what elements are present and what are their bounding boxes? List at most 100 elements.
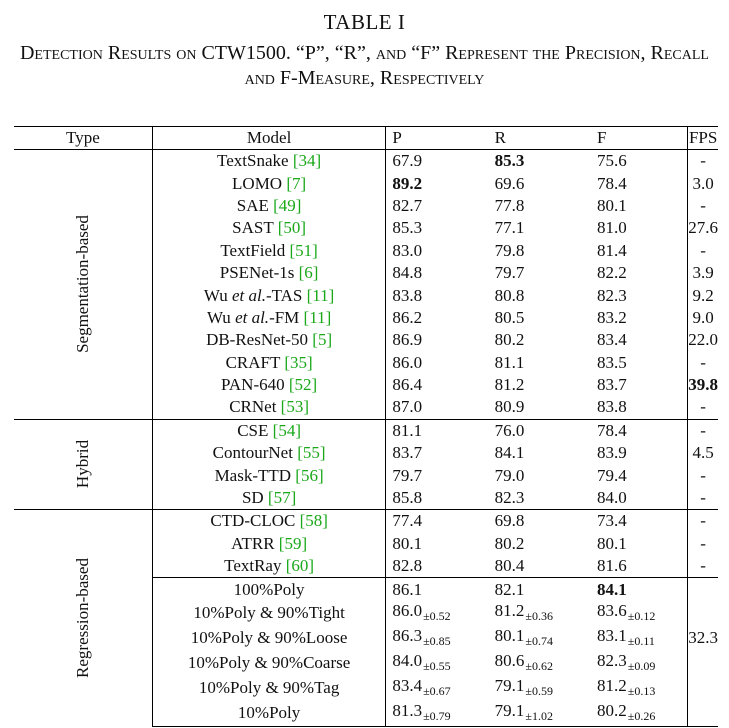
header-row: Type Model P R F FPS <box>14 126 718 150</box>
citation-link[interactable]: [6] <box>298 263 319 283</box>
group-type-cell: Hybrid <box>14 418 153 510</box>
citation-link[interactable]: [50] <box>277 218 307 238</box>
fps-value: - <box>700 488 706 508</box>
f-cell: 75.6 <box>591 149 689 173</box>
p-cell: 81.1 <box>385 418 489 443</box>
model-cell: PAN-640 [52] <box>152 373 387 397</box>
fps-value: - <box>700 397 706 417</box>
citation-link[interactable]: [53] <box>280 397 309 417</box>
f-value: 82.3 <box>597 650 627 670</box>
p-value: 77.4 <box>392 511 423 531</box>
citation-link[interactable]: [49] <box>273 195 302 215</box>
r-cell: 79.1±0.59 <box>489 676 591 701</box>
f-value: 79.4 <box>597 465 627 485</box>
table-row: Wu et al.-FM [11] 86.2 80.5 83.2 9.0 <box>14 306 718 330</box>
p-cell: 85.8 <box>386 487 489 510</box>
r-cell: 80.9 <box>489 396 591 419</box>
fps-value: - <box>700 151 706 171</box>
model-name: 100%Poly <box>233 579 305 599</box>
r-cell: 84.1 <box>489 442 591 464</box>
citation-link[interactable]: [59] <box>278 533 308 553</box>
f-cell: 84.1 <box>591 577 689 601</box>
citation-link[interactable]: [51] <box>289 240 318 260</box>
model-name: CTD-CLOC <box>210 511 296 531</box>
f-value: 80.1 <box>597 533 627 553</box>
table-row: 100%Poly 86.1 82.1 84.1 <box>14 577 718 601</box>
citation-link[interactable]: [55] <box>297 443 326 463</box>
r-value: 81.2 <box>494 600 525 620</box>
citation-link[interactable]: [52] <box>288 375 318 395</box>
r-cell: 77.8 <box>489 195 591 217</box>
citation-link[interactable]: [5] <box>312 330 333 350</box>
model-cell: DB-ResNet-50 [5] <box>152 329 387 352</box>
citation-link[interactable]: [60] <box>285 556 315 576</box>
p-cell: 81.3±0.79 <box>385 700 489 727</box>
p-cell: 82.8 <box>386 555 489 578</box>
f-cell: 81.2±0.13 <box>591 675 689 701</box>
model-cell: CRNet [53] <box>152 396 387 420</box>
fps-value: - <box>700 511 706 531</box>
f-cell: 81.6 <box>591 555 689 578</box>
r-cell: 79.8 <box>489 240 591 262</box>
citation-link[interactable]: [57] <box>267 488 297 508</box>
r-value: 69.8 <box>494 511 525 531</box>
model-name: TextRay <box>224 556 282 576</box>
header-model: Model <box>152 126 387 150</box>
table-row: 10%Poly & 90%Loose 86.3±0.85 80.1±0.74 83.1… <box>14 625 718 651</box>
r-value: 84.1 <box>494 443 525 463</box>
r-std-dev: ±0.74 <box>525 633 554 648</box>
fps-value: - <box>700 195 706 215</box>
r-cell: 80.5 <box>489 307 591 329</box>
citation-link[interactable]: [54] <box>272 420 301 440</box>
model-name-etal: et al. <box>231 285 266 305</box>
f-cell: 83.7 <box>591 373 689 397</box>
citation-link[interactable]: [34] <box>292 151 322 171</box>
citation-link[interactable]: [35] <box>284 352 313 372</box>
table-row: Mask-TTD [56] 79.7 79.0 79.4- <box>14 464 718 487</box>
r-value: 85.3 <box>494 151 525 171</box>
f-value: 83.8 <box>597 397 627 417</box>
citation-link[interactable]: [11] <box>303 307 332 327</box>
model-name: ATRR <box>231 533 275 553</box>
f-value: 81.4 <box>597 240 627 260</box>
citation-link[interactable]: [11] <box>306 285 335 305</box>
f-cell: 83.4 <box>591 329 689 352</box>
p-value: 82.8 <box>392 556 423 576</box>
f-value: 83.1 <box>597 625 627 645</box>
f-value: 78.4 <box>597 420 627 440</box>
fps-cell: 3.0 <box>688 172 718 194</box>
citation-link[interactable]: [58] <box>299 511 328 531</box>
f-cell: 82.2 <box>591 261 689 285</box>
p-std-dev: ±0.55 <box>423 658 451 673</box>
model-cell: 10%Poly & 90%Loose <box>152 625 387 651</box>
r-value: 80.8 <box>494 285 525 305</box>
f-cell: 81.4 <box>591 239 689 262</box>
table-row: 10%Poly & 90%Coarse 84.0±0.55 80.6±0.62 82.… <box>14 650 718 676</box>
table-row: CRAFT [35] 86.0 81.1 83.5- <box>14 351 718 374</box>
citation-link[interactable]: [7] <box>286 173 307 193</box>
fps-cell <box>688 601 718 626</box>
r-cell: 85.3 <box>488 149 591 173</box>
f-value: 83.5 <box>597 352 627 372</box>
model-name: SD <box>241 488 264 508</box>
table-number: TABLE I <box>323 10 406 34</box>
r-std-dev: ±0.59 <box>525 683 554 698</box>
f-value: 84.1 <box>597 579 627 599</box>
model-name: 10%Poly & 90%Coarse <box>187 653 351 673</box>
model-cell: 10%Poly & 90%Tag <box>152 675 387 701</box>
fps-cell: 32.3 <box>688 626 718 651</box>
table-row: TextRay [60] 82.8 80.4 81.6- <box>14 555 718 578</box>
p-value: 67.9 <box>392 151 423 171</box>
citation-link[interactable]: [56] <box>295 465 324 485</box>
model-name-prefix: Wu <box>206 307 236 327</box>
f-value: 83.4 <box>597 330 627 350</box>
p-value: 87.0 <box>392 397 423 417</box>
table-row: TextField [51] 83.0 79.8 81.4- <box>14 239 718 262</box>
p-value: 80.1 <box>392 533 423 553</box>
p-cell: 89.2 <box>386 172 489 194</box>
fps-cell: - <box>688 464 718 486</box>
model-name-prefix: Wu <box>203 285 232 305</box>
fps-cell: 9.2 <box>688 284 718 306</box>
p-cell: 82.7 <box>386 195 489 217</box>
f-value: 84.0 <box>597 488 627 508</box>
